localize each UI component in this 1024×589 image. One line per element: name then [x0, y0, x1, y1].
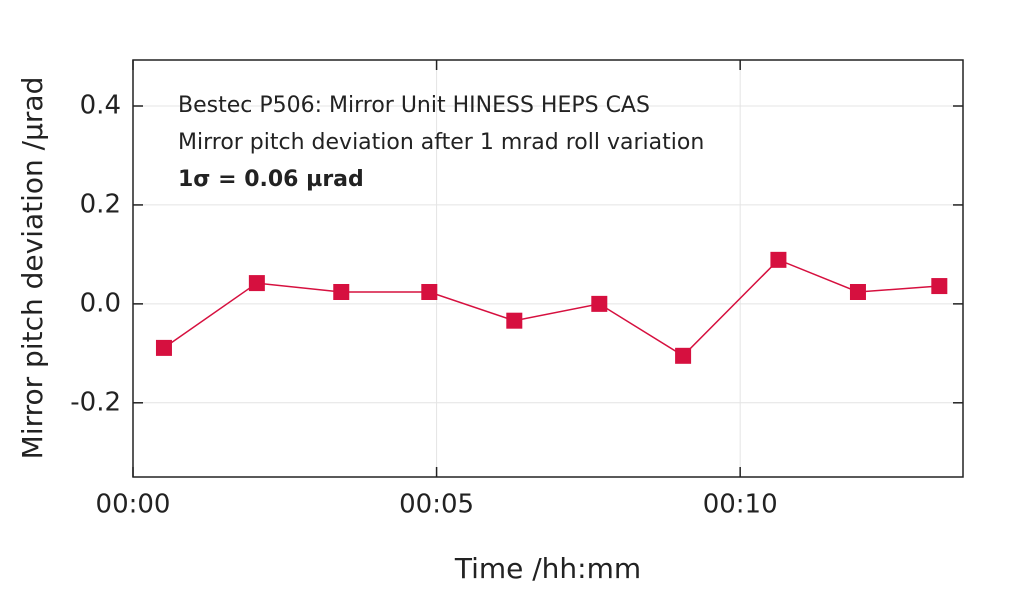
x-tick-label: 00:00 — [96, 490, 171, 520]
data-point — [675, 347, 692, 364]
x-axis-label: Time /hh:mm — [454, 552, 641, 585]
y-tick-label: 0.0 — [80, 288, 121, 318]
data-point — [333, 283, 350, 300]
series-line — [163, 258, 940, 357]
y-tick-label: 0.2 — [80, 189, 121, 219]
x-tick-label: 00:05 — [399, 490, 474, 520]
data-point — [248, 275, 265, 292]
data-point — [931, 278, 948, 295]
data-point — [591, 295, 608, 312]
x-tick-label: 00:10 — [703, 490, 778, 520]
annotation: Bestec P506: Mirror Unit HINESS HEPS CAS — [178, 93, 650, 118]
annotation: 1σ = 0.06 µrad — [178, 167, 364, 192]
y-tick-label: 0.4 — [80, 91, 121, 121]
y-tick-label: -0.2 — [70, 387, 121, 417]
data-point — [421, 283, 438, 300]
plot-frame — [132, 59, 964, 478]
data-point — [506, 312, 523, 329]
annotation: Mirror pitch deviation after 1 mrad roll… — [178, 130, 704, 155]
data-point — [770, 251, 787, 268]
data-point — [849, 283, 866, 300]
y-axis-label: Mirror pitch deviation /µrad — [16, 77, 49, 460]
data-point — [155, 339, 172, 356]
